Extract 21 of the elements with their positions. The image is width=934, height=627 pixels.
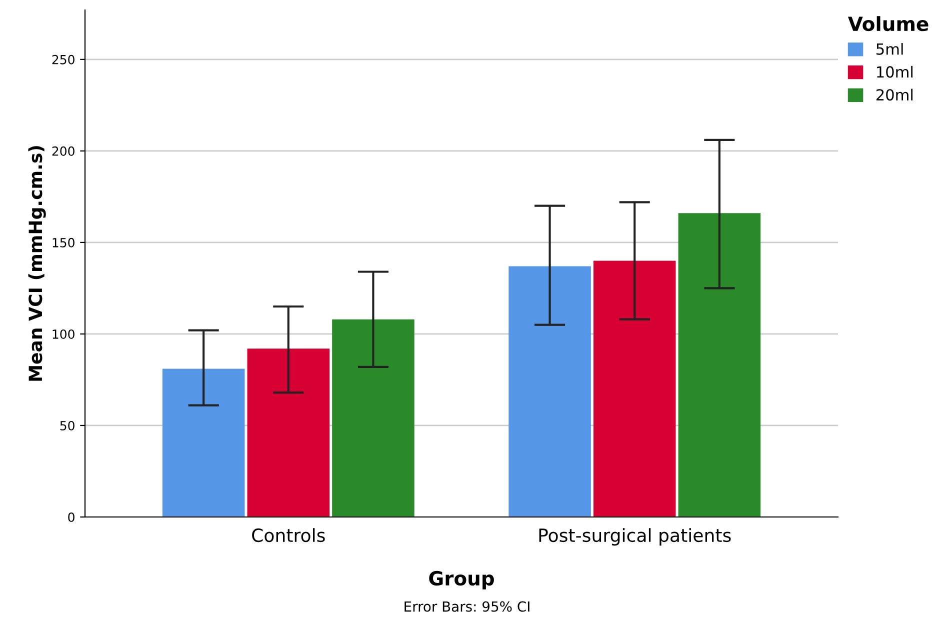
y-tick-label: 200 <box>52 146 74 156</box>
y-tick-label: 100 <box>52 329 74 339</box>
text: Error Bars: 95% CI <box>404 601 530 612</box>
y-axis-title: Mean VCI (mmHg.cm.s) <box>28 146 46 381</box>
x-tick-label: Post-surgical patients <box>539 528 731 546</box>
legend-label: 20ml <box>876 88 913 101</box>
x-axis-title: Group <box>429 570 494 590</box>
legend-label: 5ml <box>876 43 903 55</box>
bar <box>593 260 676 517</box>
legend-title: Volume <box>848 16 928 32</box>
x-tick-label: Controls <box>252 528 325 542</box>
bar <box>247 348 330 517</box>
bar <box>332 319 414 517</box>
y-tick-label: 0 <box>68 512 74 522</box>
bar <box>678 213 761 517</box>
bar <box>508 266 591 517</box>
bar <box>162 368 245 517</box>
y-tick-label: 250 <box>52 54 74 64</box>
legend-label: 10ml <box>877 66 913 78</box>
y-tick-label: 150 <box>52 238 74 248</box>
y-tick-label: 50 <box>60 420 74 430</box>
